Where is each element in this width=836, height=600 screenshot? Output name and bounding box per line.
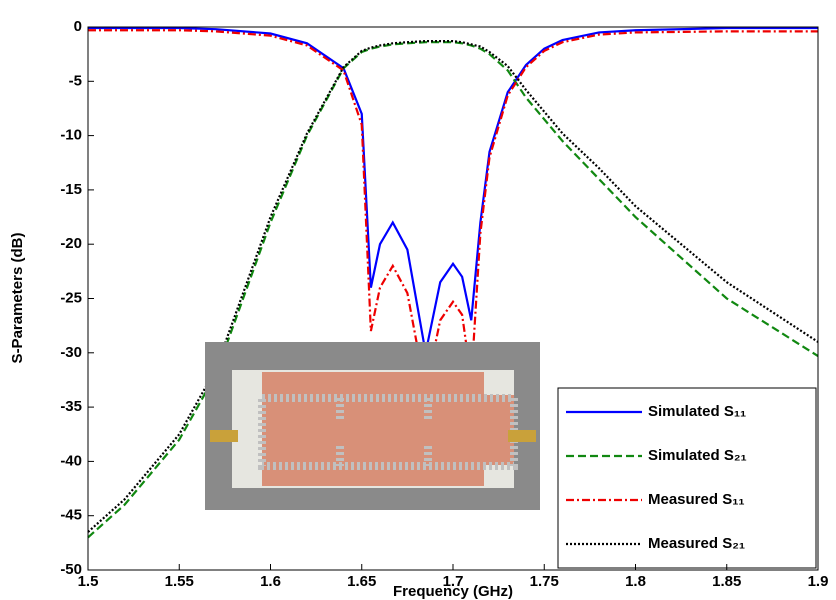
series-line <box>88 26 818 354</box>
y-tick-label: -50 <box>60 561 82 578</box>
x-tick-label: 1.65 <box>347 573 376 590</box>
pcb-photo <box>205 342 540 510</box>
series-line <box>87 41 819 539</box>
series-line <box>87 40 819 533</box>
x-tick-label: 1.85 <box>712 573 741 590</box>
legend-label: Measured S₁₁ <box>648 491 745 508</box>
x-tick-label: 1.6 <box>260 573 281 590</box>
y-tick-label: -5 <box>69 72 82 89</box>
x-tick-label: 1.75 <box>530 573 559 590</box>
legend-label: Simulated S₁₁ <box>648 403 746 420</box>
y-axis-label: S-Parameters (dB) <box>9 233 26 364</box>
y-tick-label: -35 <box>60 398 82 415</box>
y-tick-label: -25 <box>60 289 82 306</box>
x-axis-label: Frequency (GHz) <box>393 583 513 600</box>
x-tick-label: 1.9 <box>808 573 829 590</box>
series-line <box>88 29 818 392</box>
x-tick-label: 1.8 <box>625 573 646 590</box>
y-tick-label: 0 <box>74 18 82 35</box>
legend-box <box>557 387 817 569</box>
x-tick-label: 1.7 <box>443 573 464 590</box>
y-tick-label: -15 <box>60 181 82 198</box>
y-tick-label: -20 <box>60 235 82 252</box>
y-tick-label: -45 <box>60 507 82 524</box>
x-tick-label: 1.5 <box>78 573 99 590</box>
curves <box>87 26 819 539</box>
legend-label: Simulated S₂₁ <box>648 447 747 464</box>
legend-label: Measured S₂₁ <box>648 535 745 552</box>
legend: Simulated S₁₁ Simulated S₂₁ Measured S₁₁ Me… <box>557 387 817 569</box>
y-tick-label: -40 <box>60 452 82 469</box>
x-tick-label: 1.55 <box>165 573 194 590</box>
y-tick-label: -10 <box>60 127 82 144</box>
y-tick-label: -30 <box>60 344 82 361</box>
